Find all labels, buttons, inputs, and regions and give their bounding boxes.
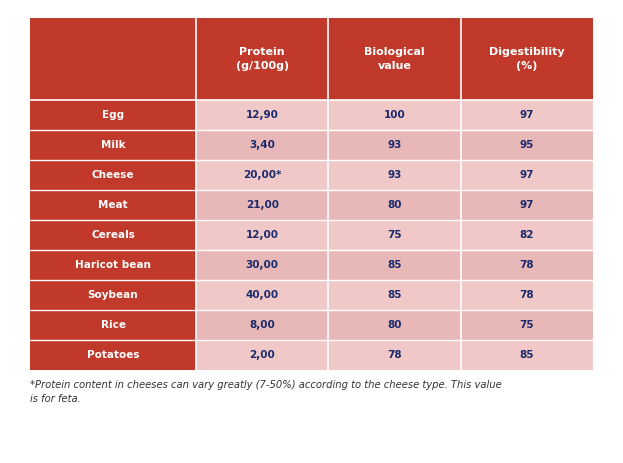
Text: 85: 85 [388, 260, 402, 270]
Bar [30, 190, 196, 220]
Bar [30, 18, 593, 100]
Bar [196, 280, 328, 310]
Bar [460, 310, 593, 340]
Text: 75: 75 [520, 320, 534, 330]
Text: Cheese: Cheese [92, 170, 135, 180]
Bar [328, 220, 460, 250]
Bar [30, 310, 196, 340]
Text: 3,40: 3,40 [249, 140, 275, 150]
Bar [30, 340, 196, 370]
Bar [328, 100, 460, 130]
Text: Biological
value: Biological value [364, 47, 425, 70]
Bar [328, 160, 460, 190]
Text: 100: 100 [384, 110, 406, 120]
Text: 12,00: 12,00 [245, 230, 278, 240]
Text: Cereals: Cereals [91, 230, 135, 240]
Text: 97: 97 [520, 170, 534, 180]
Bar [460, 160, 593, 190]
Bar [196, 190, 328, 220]
Bar [328, 310, 460, 340]
Text: Soybean: Soybean [88, 290, 138, 300]
Text: 30,00: 30,00 [245, 260, 278, 270]
Bar [30, 160, 196, 190]
Bar [460, 220, 593, 250]
Text: Rice: Rice [100, 320, 126, 330]
Bar [460, 130, 593, 160]
Text: 78: 78 [520, 260, 534, 270]
Bar [460, 280, 593, 310]
Text: Egg: Egg [102, 110, 124, 120]
Text: 93: 93 [388, 170, 402, 180]
Text: 12,90: 12,90 [246, 110, 278, 120]
Bar [460, 250, 593, 280]
Bar [196, 130, 328, 160]
Bar [328, 280, 460, 310]
Bar [30, 280, 196, 310]
Text: Digestibility
(%): Digestibility (%) [489, 47, 564, 70]
Bar [30, 130, 196, 160]
Text: 21,00: 21,00 [245, 200, 278, 210]
Text: 85: 85 [388, 290, 402, 300]
Bar [196, 310, 328, 340]
Text: 97: 97 [520, 200, 534, 210]
Bar [30, 100, 196, 130]
Text: 80: 80 [388, 320, 402, 330]
Text: 78: 78 [388, 350, 402, 360]
Text: Milk: Milk [101, 140, 125, 150]
Text: 95: 95 [520, 140, 534, 150]
Bar [460, 340, 593, 370]
Bar [196, 340, 328, 370]
Bar [328, 130, 460, 160]
Bar [30, 220, 196, 250]
Bar [196, 250, 328, 280]
Text: Haricot bean: Haricot bean [75, 260, 151, 270]
Text: Meat: Meat [98, 200, 128, 210]
Text: 2,00: 2,00 [249, 350, 275, 360]
Bar [460, 100, 593, 130]
Text: 75: 75 [388, 230, 402, 240]
Text: 40,00: 40,00 [245, 290, 279, 300]
Text: Potatoes: Potatoes [87, 350, 140, 360]
Bar [328, 340, 460, 370]
Text: 97: 97 [520, 110, 534, 120]
Text: 8,00: 8,00 [249, 320, 275, 330]
Text: 20,00*: 20,00* [243, 170, 282, 180]
Bar [196, 160, 328, 190]
Bar [196, 220, 328, 250]
Text: 78: 78 [520, 290, 534, 300]
Text: 80: 80 [388, 200, 402, 210]
Bar [328, 190, 460, 220]
Text: 82: 82 [520, 230, 534, 240]
Bar [328, 250, 460, 280]
Text: 85: 85 [520, 350, 534, 360]
Text: Protein
(g/100g): Protein (g/100g) [235, 47, 289, 70]
Text: *Protein content in cheeses can vary greatly (7-50%) according to the cheese typ: *Protein content in cheeses can vary gre… [30, 380, 502, 404]
Bar [460, 190, 593, 220]
Bar [196, 100, 328, 130]
Bar [30, 250, 196, 280]
Text: 93: 93 [388, 140, 402, 150]
